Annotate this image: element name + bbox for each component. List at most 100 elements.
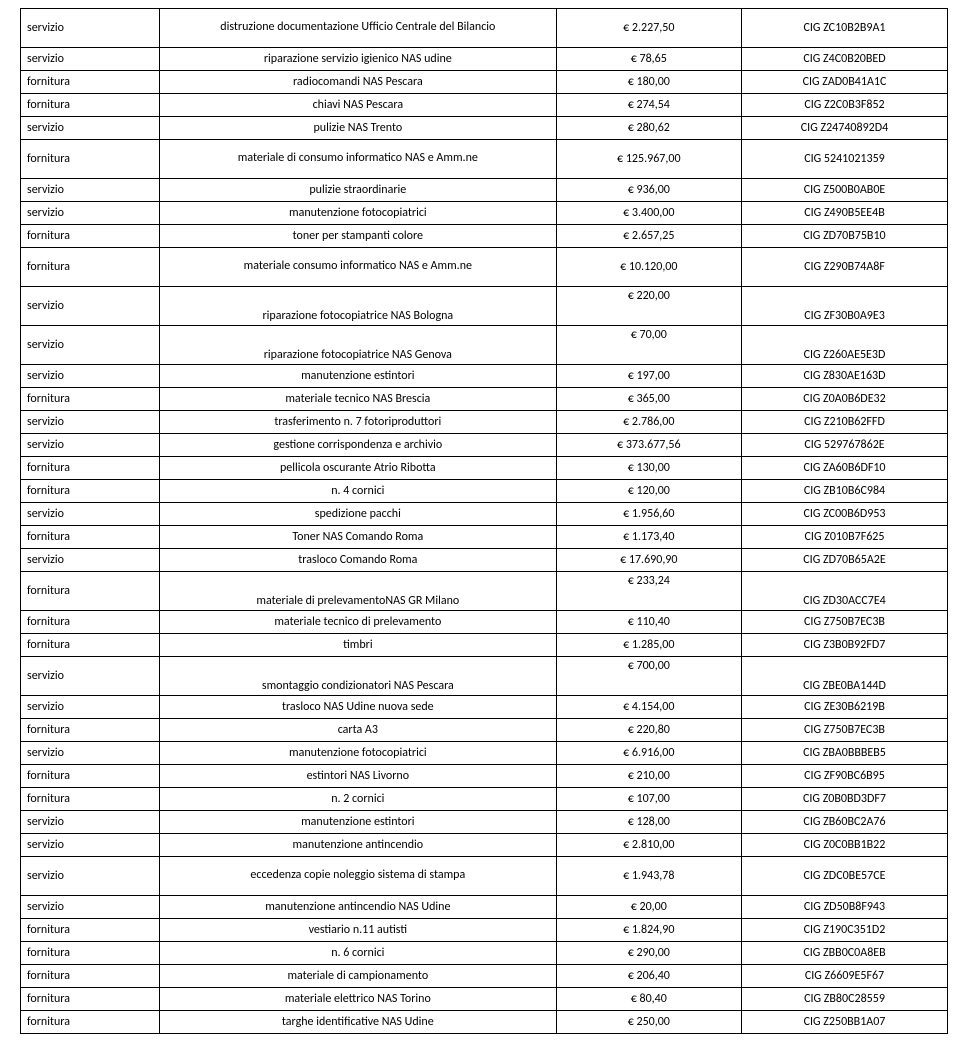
cell-description: trasloco Comando Roma [160, 549, 557, 572]
cell-type: servizio [21, 503, 160, 526]
cell-description: carta A3 [160, 719, 557, 742]
cell-cig: CIG ZF90BC6B95 [741, 765, 947, 788]
cell-type: servizio [21, 48, 160, 71]
cell-description: manutenzione fotocopiatrici [160, 202, 557, 225]
table-row: serviziotrasferimento n. 7 fotoriprodutt… [21, 411, 948, 434]
cell-description: n. 6 cornici [160, 942, 557, 965]
cell-type: servizio [21, 411, 160, 434]
cell-amount: € 1.824,90 [556, 919, 741, 942]
cell-amount: € 220,00 [556, 287, 741, 326]
cell-amount: € 10.120,00 [556, 248, 741, 287]
cell-cig: CIG Z4C0B20BED [741, 48, 947, 71]
cell-amount: € 210,00 [556, 765, 741, 788]
cell-description: toner per stampanti colore [160, 225, 557, 248]
table-row: serviziotrasloco NAS Udine nuova sede€ 4… [21, 696, 948, 719]
cell-amount: € 70,00 [556, 326, 741, 365]
cell-description: radiocomandi NAS Pescara [160, 71, 557, 94]
cell-type: servizio [21, 179, 160, 202]
table-row: serviziomanutenzione fotocopiatrici€ 6.9… [21, 742, 948, 765]
cell-amount: € 2.786,00 [556, 411, 741, 434]
table-row: fornituran. 4 cornici€ 120,00CIG ZB10B6C… [21, 480, 948, 503]
table-row: fornituramateriale consumo informatico N… [21, 248, 948, 287]
table-row: serviziosmontaggio condizionatori NAS Pe… [21, 657, 948, 696]
cell-amount: € 110,40 [556, 611, 741, 634]
table-row: fornituratarghe identificative NAS Udine… [21, 1011, 948, 1034]
cell-type: fornitura [21, 140, 160, 179]
table-row: fornituramateriale di consumo informatic… [21, 140, 948, 179]
cell-cig: CIG ZAD0B41A1C [741, 71, 947, 94]
cell-cig: CIG Z3B0B92FD7 [741, 634, 947, 657]
cell-description: trasferimento n. 7 fotoriproduttori [160, 411, 557, 434]
cell-type: fornitura [21, 1011, 160, 1034]
cell-cig: CIG Z830AE163D [741, 365, 947, 388]
cell-cig: CIG ZB80C28559 [741, 988, 947, 1011]
cell-amount: € 128,00 [556, 811, 741, 834]
cell-cig: CIG Z190C351D2 [741, 919, 947, 942]
cell-type: servizio [21, 287, 160, 326]
cell-amount: € 180,00 [556, 71, 741, 94]
cell-cig: CIG 529767862E [741, 434, 947, 457]
table-row: fornituraestintori NAS Livorno€ 210,00CI… [21, 765, 948, 788]
cell-cig: CIG Z2C0B3F852 [741, 94, 947, 117]
cell-amount: € 1.943,78 [556, 857, 741, 896]
cell-type: fornitura [21, 225, 160, 248]
table-row: serviziopulizie straordinarie€ 936,00CIG… [21, 179, 948, 202]
cell-cig: CIG Z490B5EE4B [741, 202, 947, 225]
cell-description: eccedenza copie noleggio sistema di stam… [160, 857, 557, 896]
cell-amount: € 130,00 [556, 457, 741, 480]
table-row: servizioriparazione fotocopiatrice NAS B… [21, 287, 948, 326]
cell-type: servizio [21, 811, 160, 834]
cell-amount: € 2.657,25 [556, 225, 741, 248]
cell-description: materiale di consumo informatico NAS e A… [160, 140, 557, 179]
cell-type: servizio [21, 326, 160, 365]
table-row: fornituramateriale di campionamento€ 206… [21, 965, 948, 988]
cell-description: manutenzione antincendio [160, 834, 557, 857]
cell-description: riparazione fotocopiatrice NAS Genova [160, 326, 557, 365]
cell-type: servizio [21, 657, 160, 696]
cell-amount: € 290,00 [556, 942, 741, 965]
cell-type: fornitura [21, 942, 160, 965]
cell-description: materiale tecnico NAS Brescia [160, 388, 557, 411]
cell-type: fornitura [21, 572, 160, 611]
cell-type: fornitura [21, 611, 160, 634]
table-row: forniturachiavi NAS Pescara€ 274,54CIG Z… [21, 94, 948, 117]
cell-description: Toner NAS Comando Roma [160, 526, 557, 549]
cell-cig: CIG ZBA0BBBEB5 [741, 742, 947, 765]
cell-description: manutenzione estintori [160, 365, 557, 388]
cell-type: fornitura [21, 94, 160, 117]
cell-type: servizio [21, 549, 160, 572]
cell-type: servizio [21, 857, 160, 896]
table-row: servizioriparazione fotocopiatrice NAS G… [21, 326, 948, 365]
cell-description: manutenzione estintori [160, 811, 557, 834]
cell-amount: € 3.400,00 [556, 202, 741, 225]
cell-amount: € 6.916,00 [556, 742, 741, 765]
cell-description: chiavi NAS Pescara [160, 94, 557, 117]
table-row: fornituraToner NAS Comando Roma€ 1.173,4… [21, 526, 948, 549]
table-row: fornituramateriale tecnico NAS Brescia€ … [21, 388, 948, 411]
procurement-table: serviziodistruzione documentazione Uffic… [20, 8, 948, 1034]
table-row: fornituratimbri€ 1.285,00CIG Z3B0B92FD7 [21, 634, 948, 657]
cell-cig: CIG ZDC0BE57CE [741, 857, 947, 896]
cell-type: fornitura [21, 71, 160, 94]
table-row: fornituraradiocomandi NAS Pescara€ 180,0… [21, 71, 948, 94]
cell-type: fornitura [21, 526, 160, 549]
cell-type: fornitura [21, 719, 160, 742]
table-row: fornituracarta A3€ 220,80CIG Z750B7EC3B [21, 719, 948, 742]
cell-description: trasloco NAS Udine nuova sede [160, 696, 557, 719]
cell-description: smontaggio condizionatori NAS Pescara [160, 657, 557, 696]
cell-type: servizio [21, 9, 160, 48]
cell-cig: CIG Z290B74A8F [741, 248, 947, 287]
table-row: fornituran. 6 cornici€ 290,00CIG ZBB0C0A… [21, 942, 948, 965]
cell-type: servizio [21, 202, 160, 225]
cell-cig: CIG Z750B7EC3B [741, 719, 947, 742]
table-row: fornituramateriale di prelevamentoNAS GR… [21, 572, 948, 611]
cell-type: fornitura [21, 965, 160, 988]
cell-amount: € 197,00 [556, 365, 741, 388]
cell-description: distruzione documentazione Ufficio Centr… [160, 9, 557, 48]
cell-amount: € 274,54 [556, 94, 741, 117]
table-row: servizioriparazione servizio igienico NA… [21, 48, 948, 71]
table-row: fornituramateriale tecnico di prelevamen… [21, 611, 948, 634]
cell-cig: CIG ZC10B2B9A1 [741, 9, 947, 48]
cell-cig: CIG ZD70B75B10 [741, 225, 947, 248]
cell-type: fornitura [21, 457, 160, 480]
